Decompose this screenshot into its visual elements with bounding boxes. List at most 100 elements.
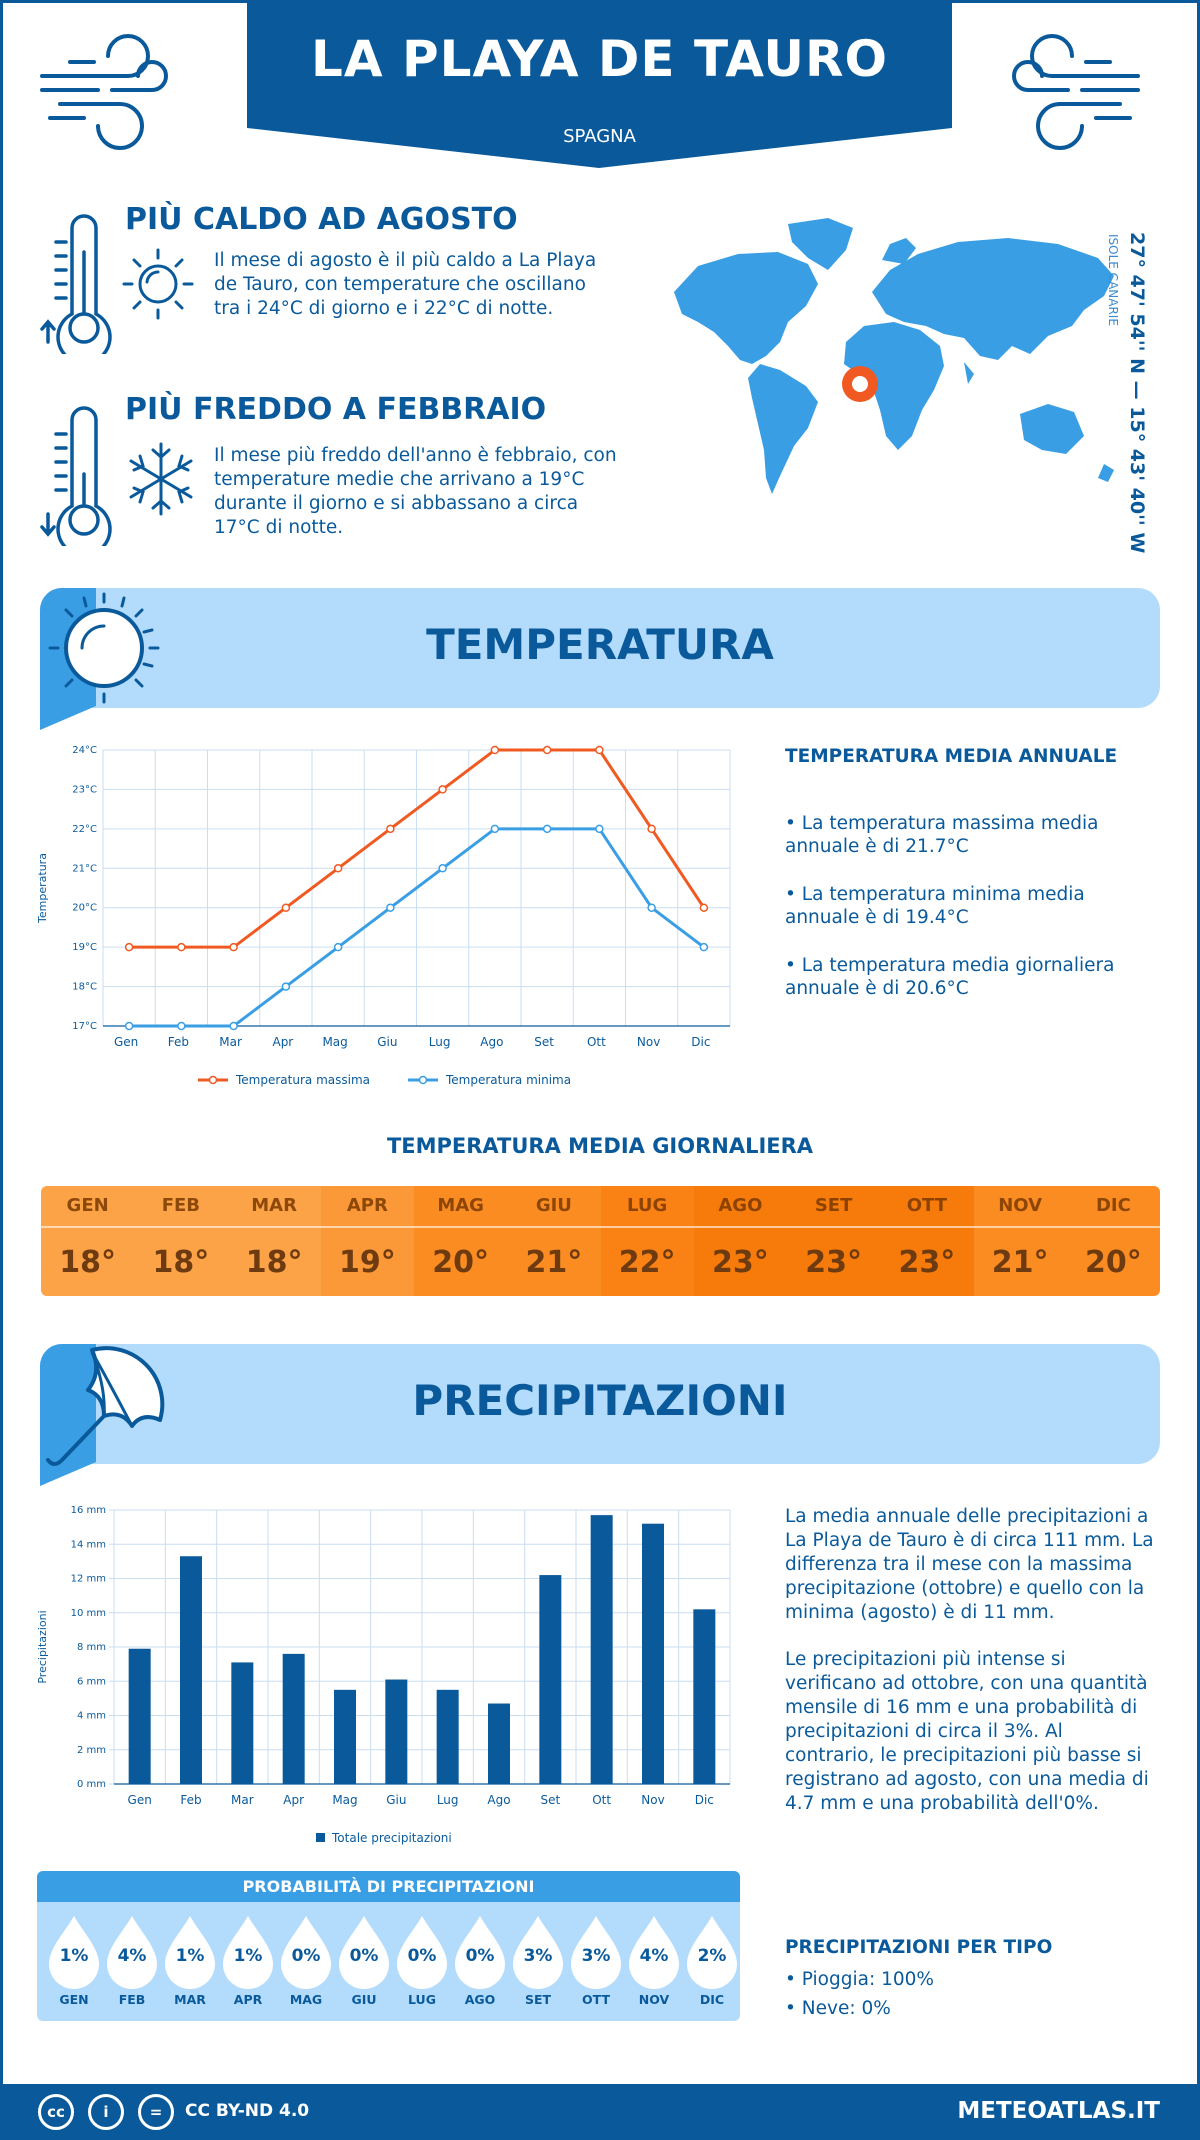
legend-marker [418, 1075, 428, 1085]
probability-month: GEN [59, 1992, 89, 2007]
data-point [438, 785, 447, 794]
probability-month: MAR [174, 1992, 206, 2007]
raindrop-icon: 2% DIC [683, 1914, 740, 2007]
daily-temperature-value: 21° [973, 1226, 1067, 1296]
x-tick-label: Ott [592, 1793, 611, 1807]
umbrella-section-icon [40, 1344, 165, 1486]
probability-value: 1% [59, 1946, 89, 1966]
x-tick-label: Nov [637, 1035, 660, 1049]
daily-month-label: FEB [161, 1195, 201, 1216]
probability-value: 3% [581, 1946, 611, 1966]
probability-value: 0% [465, 1946, 495, 1966]
probability-value: 1% [233, 1946, 263, 1966]
daily-month-label: AGO [718, 1195, 763, 1216]
no-derivatives-icon: = [138, 2094, 174, 2130]
daily-temperature-value: 23° [693, 1226, 787, 1296]
temperature-header [40, 588, 1160, 708]
daily-cell: AGO 23° [693, 1186, 787, 1296]
daily-cell: MAG 20° [414, 1186, 508, 1296]
y-tick-label: 23°C [72, 784, 97, 795]
x-tick-label: Mag [322, 1035, 347, 1049]
wind-icon [1012, 34, 1140, 150]
raindrop-icon: 0% MAG [277, 1914, 335, 2007]
daily-month-label: GIU [535, 1195, 572, 1216]
y-tick-label: 10 mm [71, 1608, 106, 1619]
probability-value: 0% [407, 1946, 437, 1966]
page-title: LA PLAYA DE TAURO [311, 30, 888, 88]
daily-cell: GEN 18° [41, 1186, 135, 1296]
precipitation-header [40, 1344, 1160, 1464]
daily-cell: FEB 18° [134, 1186, 228, 1296]
precipitation-title: PRECIPITAZIONI [412, 1376, 788, 1425]
x-tick-label: Lug [429, 1035, 451, 1049]
data-point [177, 1021, 186, 1031]
temperature-chart: 17°C 18°C 19°C 20°C 21°C 22°C 23°C 24°C Gen Feb Ma… [36, 745, 731, 1087]
raindrop-icon: 1% APR [219, 1914, 277, 2007]
probability-value: 3% [523, 1946, 553, 1966]
raindrop-icon: 3% SET [509, 1914, 567, 2007]
probability-value: 0% [349, 1946, 379, 1966]
footer: cc i = CC BY-ND 4.0 METEOATLAS.IT [0, 2084, 1200, 2140]
country-label: SPAGNA [563, 126, 636, 147]
raindrop-icon: 0% AGO [451, 1914, 509, 2007]
daily-cell: DIC 20° [1066, 1186, 1160, 1296]
daily-temperature-title: TEMPERATURA MEDIA GIORNALIERA [386, 1134, 814, 1158]
data-point [177, 942, 186, 952]
precip-type-title: PRECIPITAZIONI PER TIPO [785, 1937, 1053, 1958]
x-tick-label: Apr [272, 1035, 293, 1049]
x-tick-label: Set [540, 1793, 560, 1807]
raindrop-icon: 1% GEN [45, 1914, 103, 2007]
x-tick-label: Apr [283, 1793, 304, 1807]
data-point [542, 745, 552, 755]
data-point [281, 982, 291, 991]
legend-swatch [316, 1833, 325, 1842]
coordinates-text: 27° 47' 54'' N — 15° 43' 40'' W [1126, 232, 1148, 554]
x-tick-label: Ago [487, 1793, 510, 1807]
y-tick-label: 17°C [72, 1021, 97, 1032]
bar [282, 1653, 305, 1784]
bar [539, 1575, 562, 1784]
y-tick-label: 14 mm [71, 1539, 106, 1550]
bar [334, 1689, 356, 1784]
y-tick-label: 12 mm [71, 1574, 106, 1585]
data-point [333, 864, 343, 873]
bar [590, 1515, 613, 1784]
data-point [595, 824, 604, 834]
daily-month-label: MAR [251, 1195, 297, 1216]
legend-label: Totale precipitazioni [331, 1831, 452, 1845]
legend-label: Temperatura massima [235, 1073, 370, 1087]
daily-cell: APR 19° [320, 1186, 414, 1296]
hottest-text: Il mese di agosto è il più caldo a La Pl… [214, 250, 597, 319]
bar [385, 1679, 408, 1784]
y-axis-label: Precipitazioni [36, 1610, 49, 1683]
annual-temperature-title: TEMPERATURA MEDIA ANNUALE [785, 746, 1118, 767]
daily-temperature-value: 18° [41, 1226, 135, 1296]
data-point [438, 864, 447, 873]
x-tick-label: Giu [386, 1793, 406, 1807]
daily-temperature-value: 20° [1066, 1226, 1160, 1296]
sun-section-icon [40, 588, 160, 730]
data-point [229, 1021, 238, 1031]
site-link[interactable]: METEOATLAS.IT [957, 2098, 1160, 2124]
data-point [229, 942, 238, 952]
legend-marker [208, 1075, 218, 1085]
y-tick-label: 24°C [72, 745, 97, 756]
raindrop-icon: 0% GIU [335, 1914, 393, 2007]
probability-value: 1% [175, 1946, 205, 1966]
daily-cell: OTT 23° [880, 1186, 974, 1296]
bar [488, 1703, 510, 1784]
x-tick-label: Gen [114, 1035, 138, 1049]
probability-value: 0% [291, 1946, 321, 1966]
daily-cell: LUG 22° [600, 1186, 694, 1296]
y-tick-label: 2 mm [77, 1745, 106, 1756]
data-point [699, 942, 709, 952]
daily-month-label: DIC [1095, 1195, 1131, 1216]
probability-value: 4% [639, 1946, 669, 1966]
thermometer-hot-icon [40, 214, 112, 354]
daily-month-label: LUG [627, 1195, 668, 1216]
data-point [386, 903, 395, 912]
data-point [124, 1021, 134, 1031]
snow-share: • Neve: 0% [785, 1998, 891, 2019]
data-point [490, 824, 500, 834]
y-tick-label: 16 mm [71, 1505, 106, 1516]
